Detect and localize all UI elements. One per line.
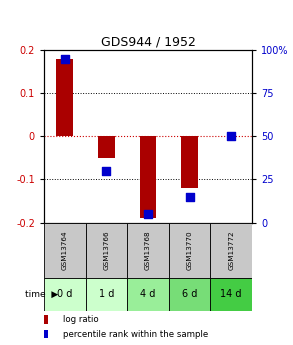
- Point: [146, 211, 150, 217]
- Bar: [86, 278, 127, 310]
- Bar: [57, 59, 73, 136]
- Text: GSM13766: GSM13766: [103, 230, 109, 270]
- Bar: [169, 278, 210, 310]
- Text: GSM13764: GSM13764: [62, 230, 68, 270]
- Bar: [86, 223, 127, 278]
- Text: 4 d: 4 d: [140, 289, 156, 299]
- Point: [229, 134, 234, 139]
- Bar: [44, 278, 86, 310]
- Text: log ratio: log ratio: [63, 315, 98, 324]
- Text: time  ▶: time ▶: [25, 290, 59, 299]
- Title: GDS944 / 1952: GDS944 / 1952: [100, 36, 195, 49]
- Bar: [181, 136, 198, 188]
- Point: [104, 168, 109, 174]
- Bar: [127, 223, 169, 278]
- Text: percentile rank within the sample: percentile rank within the sample: [63, 329, 208, 338]
- Text: GSM13770: GSM13770: [187, 230, 193, 270]
- Text: 6 d: 6 d: [182, 289, 197, 299]
- Text: GSM13772: GSM13772: [228, 230, 234, 270]
- Text: 0 d: 0 d: [57, 289, 72, 299]
- Bar: [44, 330, 48, 338]
- Bar: [44, 223, 86, 278]
- Bar: [169, 223, 210, 278]
- Bar: [210, 278, 252, 310]
- Point: [187, 194, 192, 199]
- Bar: [210, 223, 252, 278]
- Bar: [127, 278, 169, 310]
- Bar: [44, 315, 48, 324]
- Bar: [140, 136, 156, 218]
- Text: GSM13768: GSM13768: [145, 230, 151, 270]
- Text: 1 d: 1 d: [99, 289, 114, 299]
- Text: 14 d: 14 d: [220, 289, 242, 299]
- Point: [62, 56, 67, 61]
- Bar: [98, 136, 115, 158]
